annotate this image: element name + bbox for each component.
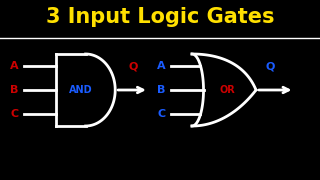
Text: AND: AND (69, 85, 93, 95)
Text: Q: Q (266, 62, 275, 72)
Text: A: A (157, 61, 166, 71)
Text: OR: OR (219, 85, 235, 95)
Text: C: C (10, 109, 19, 119)
Text: 3 Input Logic Gates: 3 Input Logic Gates (46, 7, 274, 27)
Text: Q: Q (128, 62, 138, 72)
Text: C: C (157, 109, 166, 119)
Text: B: B (10, 85, 19, 95)
Text: A: A (10, 61, 19, 71)
Text: B: B (157, 85, 166, 95)
